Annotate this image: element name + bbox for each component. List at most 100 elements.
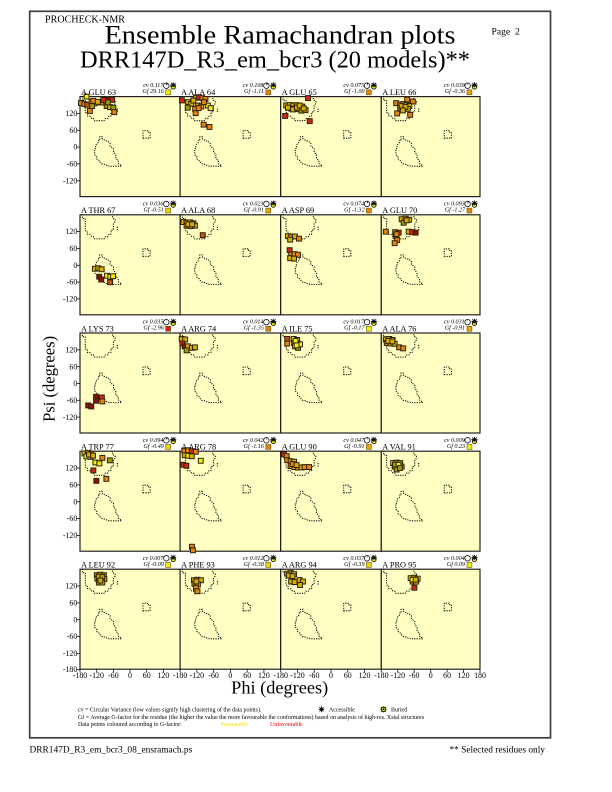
svg-text:DRR147D_R3_em_bcr3_08_ensramac: DRR147D_R3_em_bcr3_08_ensramach.ps [30,746,193,756]
svg-text:60: 60 [69,126,77,135]
svg-text:60: 60 [69,599,77,608]
svg-text:-120: -120 [290,671,305,680]
svg-text:120: 120 [65,109,77,118]
svg-text:Gf 29.16: Gf 29.16 [142,88,164,95]
svg-text:-180: -180 [273,671,288,680]
svg-text:A ARG 74: A ARG 74 [181,324,217,333]
svg-text:-60: -60 [108,671,119,680]
svg-text:cv 0.036: cv 0.036 [143,201,165,207]
svg-text:0: 0 [73,261,77,270]
svg-text:60: 60 [344,671,352,680]
svg-text:Gf -1.11: Gf -1.11 [244,88,264,95]
svg-text:A LEU 92: A LEU 92 [81,561,115,570]
svg-text:0: 0 [73,615,77,624]
svg-text:DRR147D_R3_em_bcr3 (20 models): DRR147D_R3_em_bcr3 (20 models)** [80,48,470,74]
svg-text:Gf -1.27: Gf -1.27 [445,206,466,213]
svg-text:0: 0 [429,671,433,680]
svg-text:Gf -0.17: Gf -0.17 [344,325,365,332]
svg-text:0: 0 [228,671,232,680]
svg-text:Favourable: Favourable [221,722,248,728]
svg-text:-120: -120 [63,295,78,304]
svg-text:cv 0.093: cv 0.093 [444,201,465,207]
svg-text:Gf -1.32: Gf -1.32 [344,206,364,213]
svg-text:Unfavourable: Unfavourable [270,721,303,728]
svg-text:cv 0.017: cv 0.017 [343,320,365,326]
svg-text:A VAL 91: A VAL 91 [382,443,416,452]
svg-text:60: 60 [443,671,451,680]
svg-text:Gf -2.96: Gf -2.96 [143,325,164,332]
svg-text:PROCHECK-NMR: PROCHECK-NMR [45,15,125,26]
svg-text:120: 120 [65,582,77,591]
svg-text:A LEU 66: A LEU 66 [382,88,416,97]
svg-text:A ALA 76: A ALA 76 [382,324,416,333]
svg-text:Gf -1.00: Gf -1.00 [344,88,364,95]
svg-text:0: 0 [73,143,77,152]
svg-text:cv 0.074: cv 0.074 [343,201,364,207]
svg-text:cv 0.004: cv 0.004 [444,556,465,562]
svg-text:A PHE 93: A PHE 93 [181,561,215,570]
svg-text:Psi (degrees): Psi (degrees) [40,336,59,422]
svg-text:A ILE 75: A ILE 75 [282,324,313,333]
svg-text:A ARG 94: A ARG 94 [282,561,318,570]
svg-text:-120: -120 [63,413,78,422]
svg-text:120: 120 [458,671,470,680]
svg-text:0: 0 [329,671,333,680]
svg-text:cv 0.035: cv 0.035 [143,320,164,326]
svg-text:Gf -0.38: Gf -0.38 [244,561,264,568]
svg-text:Gf -0.49: Gf -0.49 [143,443,163,450]
svg-text:Gf -0.91: Gf -0.91 [445,325,465,332]
svg-text:-60: -60 [309,671,320,680]
svg-text:-60: -60 [67,514,78,523]
svg-text:cv 0.037: cv 0.037 [343,556,365,562]
svg-text:A GLU 65: A GLU 65 [282,88,317,97]
svg-text:Buried: Buried [391,708,407,714]
svg-text:120: 120 [65,464,77,473]
svg-text:-120: -120 [63,531,78,540]
svg-text:A PRO 95: A PRO 95 [382,561,416,570]
svg-text:180: 180 [474,671,486,680]
svg-text:A TRP 77: A TRP 77 [81,443,114,452]
svg-text:Gf -0.91: Gf -0.91 [344,443,364,450]
svg-text:A GLU 63: A GLU 63 [81,88,116,97]
svg-text:A GLU 70: A GLU 70 [382,206,417,215]
svg-text:cv 0.007: cv 0.007 [143,556,165,562]
svg-text:Gf = Average G-factor for the: Gf = Average G-factor for the residue (t… [78,714,425,721]
svg-text:120: 120 [359,671,371,680]
svg-text:cv 0.009: cv 0.009 [444,438,465,444]
svg-text:A GLU 90: A GLU 90 [282,443,317,452]
svg-text:0: 0 [73,497,77,506]
svg-text:-60: -60 [67,396,78,405]
svg-text:Gf -0.91: Gf -0.91 [244,206,264,213]
svg-text:Gf -0.51: Gf -0.51 [143,206,163,213]
svg-text:-60: -60 [67,632,78,641]
svg-text:-120: -120 [63,649,78,658]
svg-text:Gf -1.35: Gf -1.35 [244,325,264,332]
svg-text:A ALA 68: A ALA 68 [181,206,215,215]
svg-text:-120: -120 [190,671,205,680]
svg-text:cv = Circular Variance (low va: cv = Circular Variance (low values signi… [78,707,262,714]
svg-text:-60: -60 [409,671,420,680]
svg-text:cv 0.023: cv 0.023 [243,201,264,207]
svg-text:cv 0.014: cv 0.014 [243,320,264,326]
svg-text:Page 2: Page 2 [492,27,520,38]
svg-text:cv 0.031: cv 0.031 [444,320,465,326]
svg-text:-120: -120 [89,671,104,680]
svg-text:60: 60 [243,671,251,680]
svg-text:Gf -1.16: Gf -1.16 [244,443,265,450]
svg-text:cv 0.075: cv 0.075 [343,83,364,89]
svg-text:60: 60 [69,244,77,253]
svg-text:60: 60 [69,481,77,490]
svg-text:-180: -180 [173,671,188,680]
svg-text:-180: -180 [63,665,78,674]
svg-text:Gf -0.36: Gf -0.36 [445,88,466,95]
svg-text:** Selected residues only: ** Selected residues only [449,746,545,756]
svg-text:cv 0.047: cv 0.047 [343,438,365,444]
svg-text:-180: -180 [374,671,389,680]
svg-text:cv 0.117: cv 0.117 [143,83,164,89]
svg-text:0: 0 [73,379,77,388]
svg-text:cv 0.108: cv 0.108 [243,83,264,89]
svg-text:A ALA 64: A ALA 64 [181,88,216,97]
svg-text:cv 0.012: cv 0.012 [243,556,264,562]
svg-text:60: 60 [143,671,151,680]
svg-text:Gf 0.23: Gf 0.23 [447,443,465,450]
